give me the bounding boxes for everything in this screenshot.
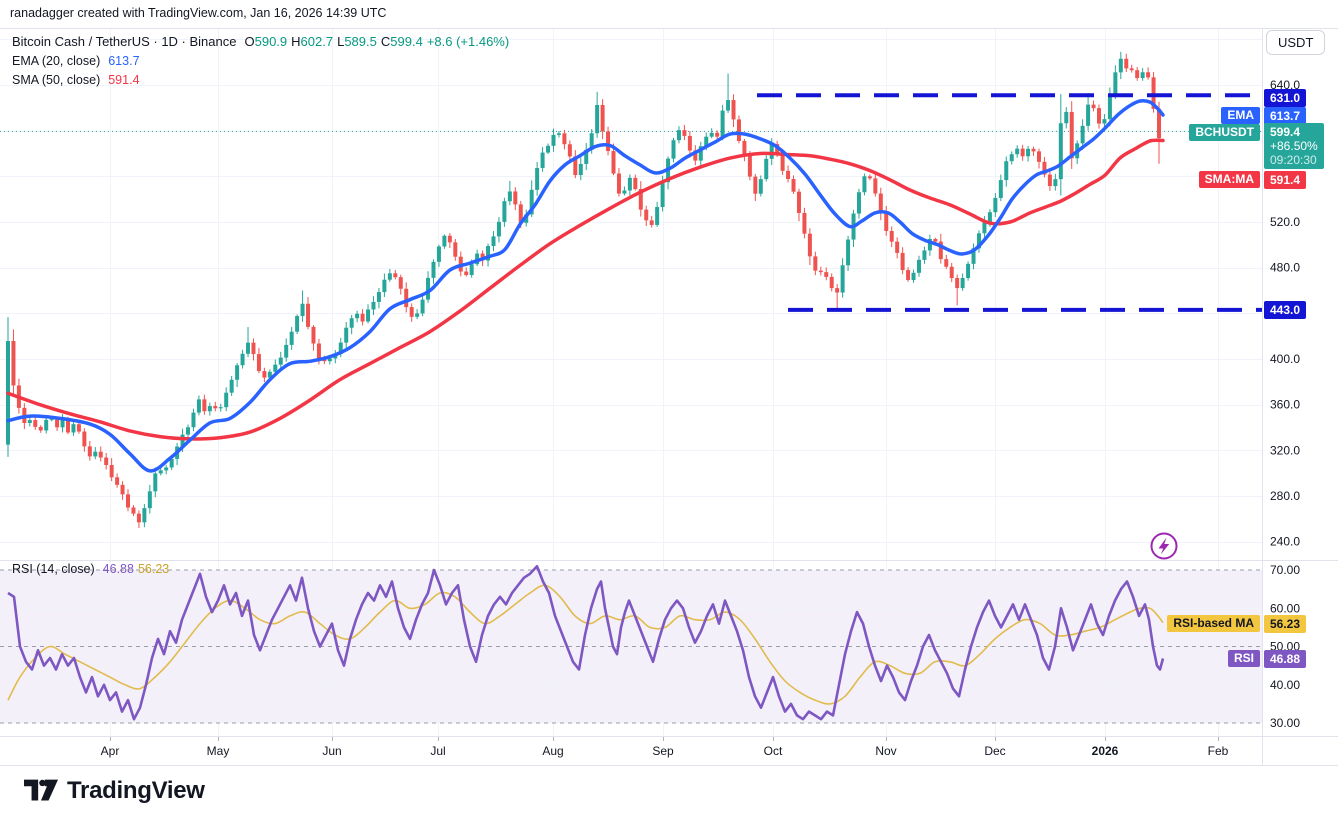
low-value: 589.5 (344, 34, 377, 49)
last-price-value: 599.4 (1270, 125, 1301, 139)
close-label: C (380, 34, 391, 49)
upper-level-price-label: 631.0 (1264, 89, 1307, 107)
pane-borders (0, 28, 1338, 766)
tradingview-logo-text: TradingView (67, 777, 205, 804)
svg-text:360.0: 360.0 (1270, 398, 1300, 412)
sma-axis-value: 591.4 (1264, 171, 1307, 189)
svg-text:Jun: Jun (322, 744, 341, 758)
rsi-ma-axis-value: 56.23 (1264, 615, 1307, 633)
low-label: L (337, 34, 345, 49)
svg-text:30.00: 30.00 (1270, 716, 1300, 730)
rsi-ma-value: 56.23 (137, 562, 170, 576)
sma-value: 591.4 (108, 73, 140, 87)
symbol-title: Bitcoin Cash / TetherUS · 1D · Binance (12, 34, 237, 49)
sma-line (6, 138, 1165, 441)
ema-label: EMA (20, close) (12, 54, 101, 68)
svg-text:Apr: Apr (101, 744, 120, 758)
close-value: 599.4 (390, 34, 423, 49)
ema-value: 613.7 (108, 54, 140, 68)
rsi-value: 46.88 (102, 562, 134, 576)
ema-legend-row[interactable]: EMA (20, close) 613.7 (12, 52, 509, 70)
rsi-ma-line (7, 584, 1164, 705)
svg-text:Feb: Feb (1208, 744, 1229, 758)
svg-text:280.0: 280.0 (1270, 489, 1300, 503)
ema-axis-value: 613.7 (1264, 107, 1307, 125)
symbol-axis-tag: BCHUSDT (1189, 124, 1260, 141)
attribution-text: ranadagger created with TradingView.com,… (10, 6, 387, 20)
svg-text:640.0: 640.0 (1270, 78, 1300, 92)
chart-legend: Bitcoin Cash / TetherUS · 1D · Binance O5… (12, 33, 509, 90)
svg-text:60.00: 60.00 (1270, 601, 1300, 615)
svg-text:240.0: 240.0 (1270, 535, 1300, 549)
candlestick-series (6, 51, 1162, 528)
svg-text:Sep: Sep (652, 744, 674, 758)
rsi-legend-row[interactable]: RSI (14, close) 46.88 56.23 (12, 562, 169, 576)
tradingview-logo[interactable]: TradingView (24, 777, 205, 805)
rsi-line (7, 564, 1165, 721)
ema-axis-tag: EMA (1221, 107, 1260, 124)
svg-text:70.00: 70.00 (1270, 563, 1300, 577)
svg-text:Dec: Dec (984, 744, 1005, 758)
high-label: H (291, 34, 301, 49)
last-price-axis-label: 599.4 +86.50% 09:20:30 (1264, 123, 1324, 169)
price-axis[interactable]: 640.0 520.0 480.0 400.0 360.0 320.0 280.0 240.0… (1270, 78, 1300, 730)
rsi-axis-value: 46.88 (1264, 650, 1307, 668)
time-axis[interactable]: Apr May Jun Jul Aug Sep Oct Nov Dec 2026 Feb (101, 737, 1229, 758)
ema-line (6, 98, 1165, 473)
change-value: +8.6 (+1.46%) (426, 34, 510, 49)
svg-text:Oct: Oct (764, 744, 783, 758)
currency-unit-button[interactable]: USDT (1266, 30, 1326, 55)
svg-text:480.0: 480.0 (1270, 261, 1300, 275)
lower-level-price-label: 443.0 (1264, 301, 1307, 319)
symbol-legend-row[interactable]: Bitcoin Cash / TetherUS · 1D · Binance O5… (12, 33, 509, 51)
svg-text:400.0: 400.0 (1270, 352, 1300, 366)
svg-text:Nov: Nov (875, 744, 896, 758)
sma-axis-tag: SMA:MA (1198, 171, 1260, 188)
sma-label: SMA (50, close) (12, 73, 101, 87)
bar-countdown: 09:20:30 (1270, 153, 1317, 167)
tradingview-logo-icon (24, 779, 58, 801)
sma-legend-row[interactable]: SMA (50, close) 591.4 (12, 71, 509, 89)
open-label: O (244, 34, 255, 49)
svg-text:320.0: 320.0 (1270, 443, 1300, 457)
high-value: 602.7 (300, 34, 334, 49)
svg-text:2026: 2026 (1092, 744, 1119, 758)
rsi-axis-tag: RSI (1227, 650, 1260, 667)
change-percent-value: +86.50% (1270, 139, 1318, 153)
svg-text:Aug: Aug (542, 744, 563, 758)
svg-text:May: May (207, 744, 230, 758)
flash-icon[interactable] (1150, 532, 1178, 560)
svg-text:520.0: 520.0 (1270, 215, 1300, 229)
rsi-ma-axis-tag: RSI-based MA (1167, 615, 1260, 632)
rsi-label: RSI (14, close) (12, 562, 95, 576)
svg-text:Jul: Jul (430, 744, 445, 758)
open-value: 590.9 (254, 34, 288, 49)
svg-text:40.00: 40.00 (1270, 678, 1300, 692)
